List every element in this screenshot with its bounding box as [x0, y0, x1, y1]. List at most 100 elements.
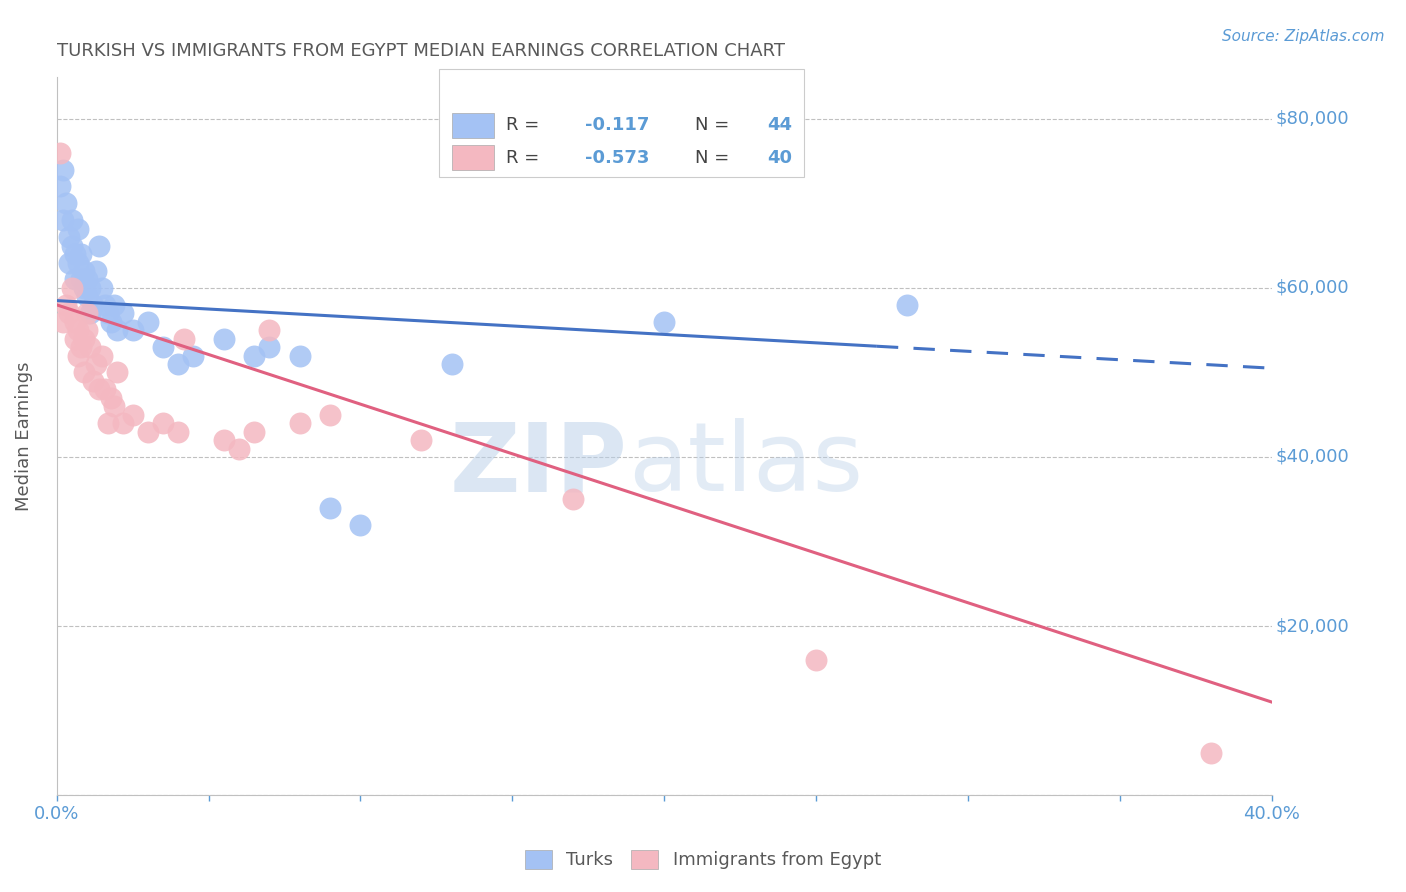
Text: 40: 40 [768, 149, 793, 167]
Point [112, 306, 135, 320]
Point [94, 298, 117, 312]
Text: R =: R = [506, 149, 546, 167]
Point [1199, 746, 1222, 760]
Point [70, 247, 93, 261]
Legend: Turks, Immigrants from Egypt: Turks, Immigrants from Egypt [516, 841, 890, 879]
Point [82, 374, 104, 388]
Text: N =: N = [695, 149, 734, 167]
Text: Source: ZipAtlas.com: Source: ZipAtlas.com [1222, 29, 1385, 44]
Point [167, 425, 190, 439]
Point [76, 272, 98, 286]
Point [52, 315, 75, 329]
Point [167, 357, 190, 371]
Point [82, 298, 104, 312]
Point [79, 306, 101, 320]
Point [48, 145, 70, 160]
Point [97, 306, 120, 320]
Point [58, 306, 80, 320]
Point [562, 492, 585, 507]
Point [288, 349, 311, 363]
Point [94, 382, 117, 396]
Text: ZIP: ZIP [450, 418, 627, 511]
Point [411, 433, 433, 447]
Point [84, 264, 107, 278]
Point [100, 315, 122, 329]
Point [652, 315, 675, 329]
Point [66, 349, 89, 363]
Point [319, 408, 342, 422]
FancyBboxPatch shape [440, 70, 804, 178]
Point [212, 433, 235, 447]
Point [70, 340, 93, 354]
Text: TURKISH VS IMMIGRANTS FROM EGYPT MEDIAN EARNINGS CORRELATION CHART: TURKISH VS IMMIGRANTS FROM EGYPT MEDIAN … [56, 42, 785, 60]
Point [288, 416, 311, 430]
Point [79, 281, 101, 295]
Point [55, 196, 77, 211]
Point [100, 391, 122, 405]
Point [91, 281, 114, 295]
Text: $20,000: $20,000 [1275, 617, 1350, 635]
Point [84, 357, 107, 371]
Point [73, 366, 96, 380]
Point [105, 323, 128, 337]
Point [66, 221, 89, 235]
Bar [451, 112, 494, 137]
Point [103, 298, 125, 312]
Point [173, 332, 195, 346]
Point [66, 323, 89, 337]
Point [60, 281, 83, 295]
Point [121, 408, 143, 422]
Point [228, 442, 250, 456]
Point [58, 230, 80, 244]
Point [55, 298, 77, 312]
Point [136, 315, 159, 329]
Point [76, 323, 98, 337]
Point [319, 500, 342, 515]
Text: $80,000: $80,000 [1275, 110, 1350, 128]
Point [212, 332, 235, 346]
Point [73, 281, 96, 295]
Point [63, 247, 86, 261]
Point [103, 399, 125, 413]
Point [121, 323, 143, 337]
Point [349, 517, 371, 532]
Point [48, 179, 70, 194]
Text: atlas: atlas [627, 418, 863, 511]
Point [52, 213, 75, 227]
Point [136, 425, 159, 439]
Point [259, 323, 281, 337]
Point [60, 238, 83, 252]
Point [91, 349, 114, 363]
Point [79, 340, 101, 354]
Text: R =: R = [506, 116, 546, 134]
Point [63, 315, 86, 329]
Point [804, 653, 827, 667]
Point [440, 357, 463, 371]
Point [152, 416, 174, 430]
Point [60, 213, 83, 227]
Point [70, 272, 93, 286]
Point [243, 425, 266, 439]
Point [896, 298, 918, 312]
Point [76, 306, 98, 320]
Point [66, 255, 89, 269]
Point [63, 272, 86, 286]
Point [97, 416, 120, 430]
Point [152, 340, 174, 354]
Point [58, 255, 80, 269]
Text: -0.573: -0.573 [585, 149, 650, 167]
Point [105, 366, 128, 380]
Point [89, 382, 111, 396]
Point [259, 340, 281, 354]
Point [73, 264, 96, 278]
Point [73, 332, 96, 346]
Bar [451, 145, 494, 170]
Text: -0.117: -0.117 [585, 116, 650, 134]
Point [52, 162, 75, 177]
Text: $40,000: $40,000 [1275, 448, 1350, 466]
Point [89, 238, 111, 252]
Point [112, 416, 135, 430]
Text: $60,000: $60,000 [1275, 279, 1350, 297]
Text: 44: 44 [768, 116, 793, 134]
Point [76, 289, 98, 303]
